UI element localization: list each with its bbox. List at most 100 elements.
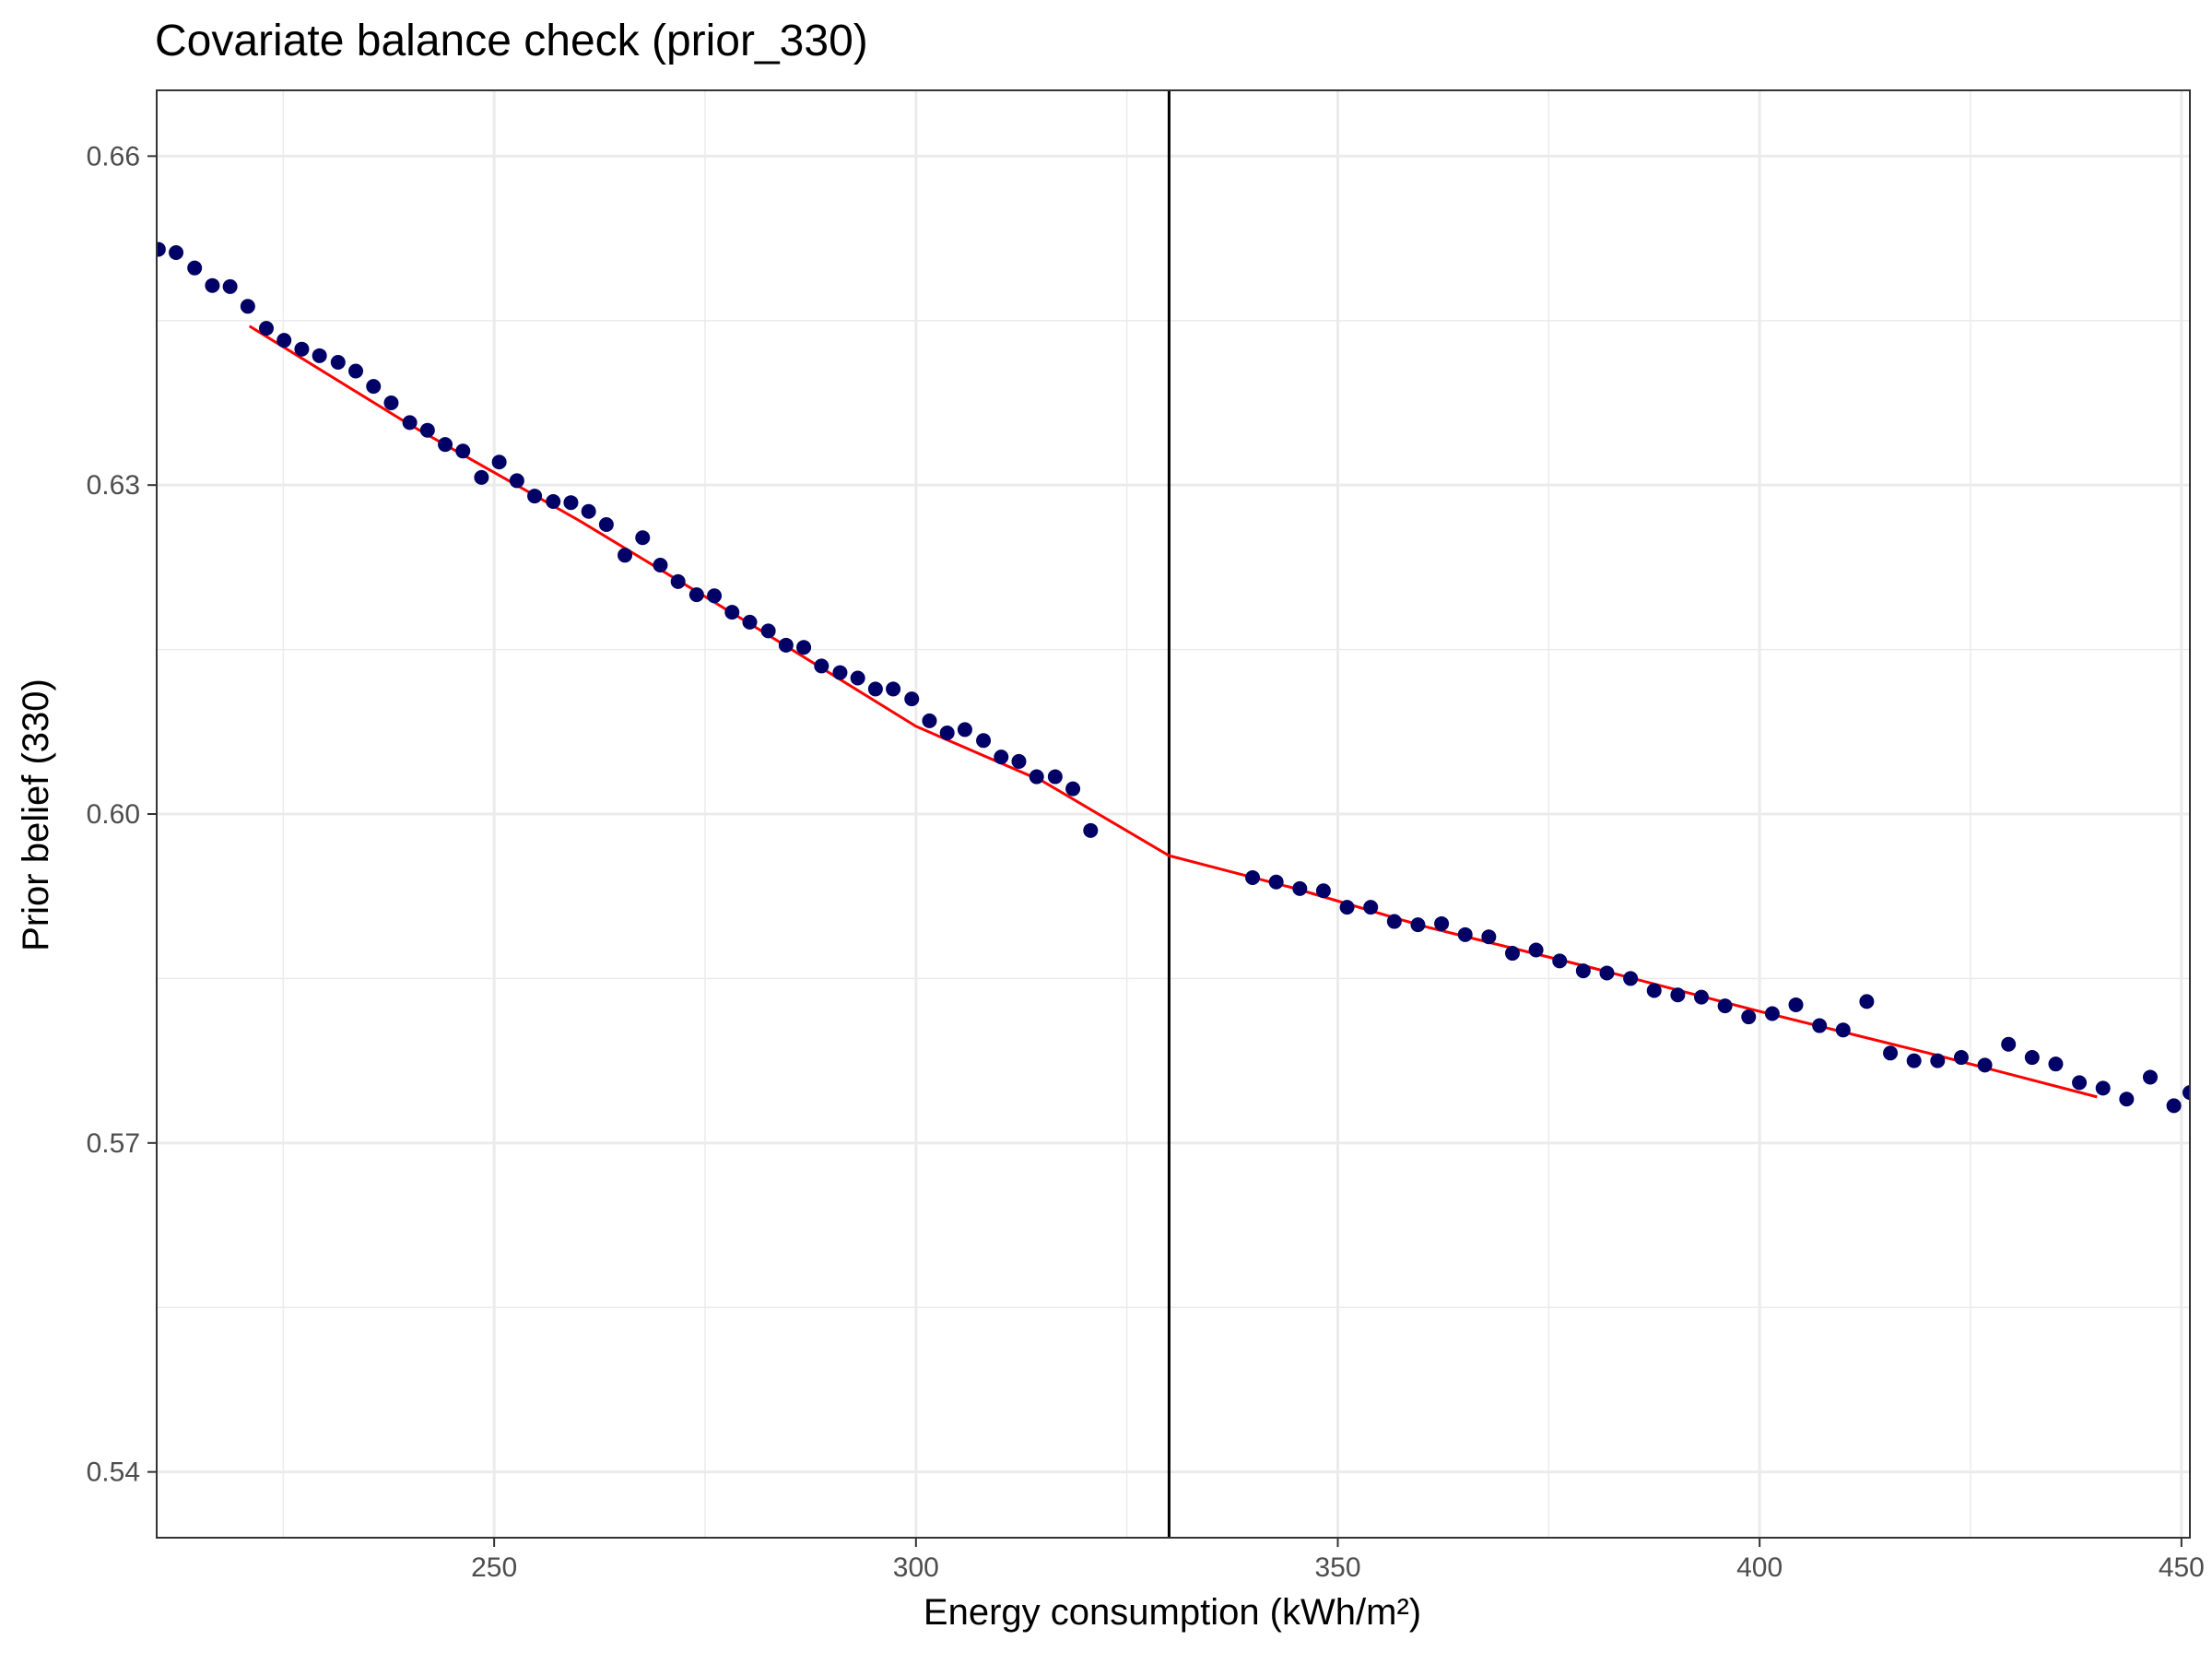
- data-point: [1065, 781, 1081, 797]
- data-point: [1764, 1006, 1780, 1021]
- data-point: [707, 588, 723, 604]
- data-point: [994, 749, 1009, 765]
- data-point: [670, 573, 686, 589]
- data-point: [653, 558, 668, 573]
- data-point: [2024, 1050, 2040, 1066]
- data-point: [419, 422, 435, 438]
- data-point: [1812, 1018, 1828, 1033]
- data-point: [760, 623, 776, 639]
- data-point: [2166, 1098, 2182, 1114]
- data-point: [1434, 915, 1450, 931]
- data-point: [688, 587, 704, 603]
- data-point: [312, 348, 327, 363]
- data-point: [1268, 874, 1284, 890]
- x-tick-label: 400: [1736, 1552, 1783, 1583]
- y-tick-label: 0.60: [87, 799, 140, 830]
- data-point: [850, 670, 865, 686]
- data-point: [1315, 883, 1331, 899]
- data-point: [778, 637, 794, 653]
- data-point: [1575, 963, 1591, 979]
- data-point: [491, 454, 507, 470]
- data-point: [1528, 942, 1544, 958]
- data-point: [330, 354, 346, 370]
- y-tick-label: 0.66: [87, 141, 140, 171]
- data-point: [1906, 1053, 1922, 1068]
- data-point: [598, 517, 614, 532]
- data-point: [742, 614, 758, 630]
- data-point: [240, 299, 255, 314]
- data-point: [1083, 822, 1099, 838]
- y-axis-label: Prior belief (330): [16, 679, 56, 951]
- data-point: [904, 691, 920, 707]
- data-point: [1599, 965, 1615, 981]
- grid-major: [157, 90, 2190, 1538]
- points-layer: [157, 242, 2190, 1114]
- x-tick-label: 250: [471, 1552, 517, 1583]
- data-point: [1363, 900, 1379, 915]
- data-point: [1859, 994, 1875, 1009]
- data-point: [546, 494, 561, 510]
- data-point: [2119, 1092, 2135, 1107]
- data-point: [455, 443, 471, 459]
- data-point: [276, 333, 292, 348]
- data-point: [939, 725, 955, 740]
- data-point: [222, 278, 238, 294]
- data-point: [1977, 1057, 1993, 1073]
- y-tick-label: 0.63: [87, 470, 140, 501]
- data-point: [1694, 989, 1710, 1005]
- x-tick-label: 300: [893, 1552, 939, 1583]
- data-point: [2072, 1075, 2088, 1091]
- data-point: [383, 395, 399, 410]
- data-point: [187, 260, 203, 276]
- data-point: [563, 495, 579, 511]
- data-point: [438, 437, 453, 453]
- data-point: [1386, 914, 1402, 929]
- data-point: [1457, 926, 1473, 942]
- data-point: [2095, 1080, 2111, 1096]
- y-tick-label: 0.57: [87, 1128, 140, 1159]
- y-tick-label: 0.54: [87, 1457, 140, 1488]
- data-point: [581, 503, 596, 519]
- data-point: [618, 548, 633, 563]
- data-point: [1047, 769, 1063, 785]
- data-point: [886, 681, 901, 697]
- y-axis: 0.54 0.57 0.60 0.63 0.66: [87, 141, 157, 1488]
- data-point: [1623, 971, 1639, 986]
- x-tick-label: 450: [2159, 1552, 2205, 1583]
- data-point: [1245, 869, 1261, 885]
- data-point: [814, 658, 830, 674]
- data-point: [832, 665, 848, 680]
- chart-title: Covariate balance check (prior_330): [155, 17, 868, 65]
- data-point: [1410, 917, 1426, 933]
- data-point: [2183, 1085, 2190, 1101]
- data-point: [258, 321, 274, 336]
- data-point: [402, 415, 418, 431]
- data-point: [635, 530, 651, 546]
- data-point: [2142, 1069, 2158, 1085]
- data-point: [157, 242, 166, 257]
- data-point: [796, 640, 812, 655]
- data-point: [205, 277, 220, 293]
- data-point: [1741, 1009, 1757, 1025]
- data-point: [1029, 769, 1044, 785]
- data-point: [1670, 987, 1686, 1003]
- data-point: [1552, 953, 1568, 969]
- data-point: [2048, 1056, 2064, 1072]
- data-point: [867, 681, 883, 697]
- data-point: [976, 733, 992, 749]
- data-point: [1011, 753, 1027, 769]
- data-point: [169, 245, 184, 261]
- data-point: [1504, 946, 1520, 962]
- data-point: [957, 722, 972, 738]
- data-point: [1835, 1022, 1851, 1038]
- data-point: [1930, 1053, 1946, 1068]
- data-point: [1717, 998, 1733, 1014]
- data-point: [724, 605, 740, 620]
- data-point: [1883, 1045, 1899, 1061]
- data-point: [366, 379, 382, 395]
- x-tick-label: 350: [1314, 1552, 1360, 1583]
- data-point: [509, 473, 524, 489]
- data-point: [348, 363, 364, 379]
